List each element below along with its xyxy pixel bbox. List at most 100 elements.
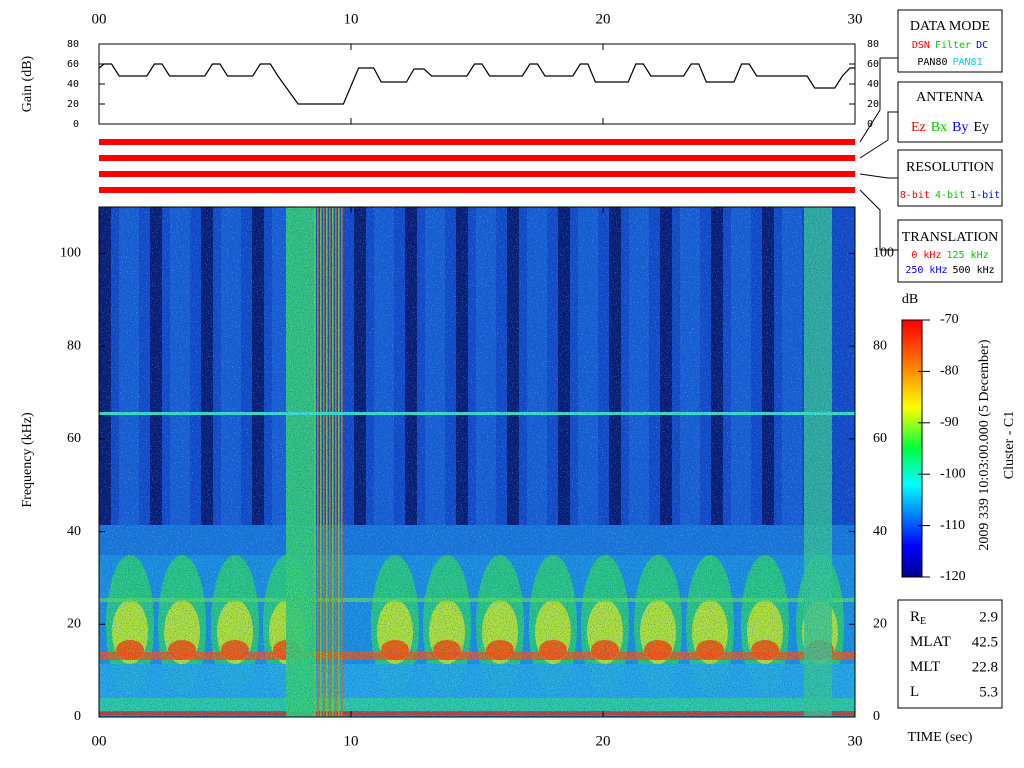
status-bar — [99, 139, 855, 145]
y-tick-label-right: 60 — [867, 59, 879, 70]
y-tick-label: 80 — [67, 338, 81, 353]
colorbar-label: dB — [902, 292, 918, 307]
y-tick-label-right: 80 — [867, 39, 879, 50]
legend-option: 8-bit — [900, 190, 930, 201]
legend-box-title: TRANSLATION — [902, 230, 998, 245]
ephemeris-subscript: E — [920, 616, 926, 627]
x-tick-label: 00 — [92, 733, 107, 749]
y-tick-label-right: 0 — [867, 119, 873, 130]
legend-box — [897, 219, 1003, 283]
colorbar-tick-label: -120 — [940, 569, 966, 584]
x-axis-label: TIME (sec) — [908, 730, 973, 745]
legend-option: Bx — [931, 120, 947, 135]
legend-row: Ez Bx By Ey — [911, 120, 989, 135]
y-tick-label: 40 — [67, 524, 81, 539]
y-tick-label: 60 — [67, 431, 81, 446]
leader-line — [859, 173, 898, 179]
colorbar-tick-label: -90 — [940, 415, 959, 430]
legend-option: DC — [976, 40, 988, 51]
legend-option: PAN80 — [917, 57, 947, 68]
y-tick-label: 80 — [67, 39, 79, 50]
legend-row: 250 kHz 500 kHz — [905, 265, 994, 276]
leader-line — [859, 189, 898, 251]
date-label: 2009 339 10:03:00.000 (5 December) — [977, 339, 992, 550]
plot-frame — [98, 43, 856, 125]
colorbar-tick-label: -100 — [940, 466, 966, 481]
legend-option: By — [952, 120, 968, 135]
x-tick-label: 20 — [596, 733, 611, 749]
status-bar — [99, 171, 855, 177]
legend-option: Ez — [911, 120, 926, 135]
x-tick-label: 00 — [92, 11, 107, 27]
y-tick-label-right: 0 — [873, 709, 880, 724]
spacecraft-label: Cluster - C1 — [1002, 411, 1017, 479]
spectrogram-image — [99, 207, 855, 717]
ephemeris-name: L — [910, 684, 919, 700]
y-tick-label: 20 — [67, 616, 81, 631]
x-tick-label: 20 — [596, 11, 611, 27]
y-tick-label-right: 40 — [867, 79, 879, 90]
ephemeris-value: 5.3 — [979, 684, 998, 700]
ephemeris-name: R — [910, 609, 920, 625]
legend-box-title: DATA MODE — [910, 19, 990, 34]
legend-option: 4-bit — [935, 190, 965, 201]
ephemeris-value: 2.9 — [979, 609, 998, 625]
ephemeris-value: 22.8 — [972, 659, 998, 675]
spectrogram-texture — [99, 207, 855, 717]
leader-lines — [859, 57, 898, 251]
legend-option: Filter — [935, 40, 971, 51]
ephemeris-box — [897, 599, 1003, 709]
legend-box — [897, 81, 1003, 143]
legend-option: 1-bit — [970, 190, 1000, 201]
status-bars — [99, 139, 855, 193]
legend-option: 125 kHz — [946, 250, 988, 261]
legend-option: DSN — [912, 40, 930, 51]
plot-frame — [98, 206, 856, 718]
y-tick-label-right: 80 — [873, 338, 887, 353]
gain-line — [98, 63, 855, 105]
y-tick-label-right: 40 — [873, 524, 887, 539]
y-tick-label-right: 20 — [867, 99, 879, 110]
legend-box-title: ANTENNA — [916, 90, 985, 105]
x-tick-label: 30 — [848, 733, 863, 749]
legend-option: PAN81 — [953, 57, 983, 68]
y-tick-label-right: 100 — [873, 246, 894, 261]
colorbar — [901, 319, 923, 578]
legend-row: 0 kHz 125 kHz — [911, 250, 988, 261]
legend-row: PAN80 PAN81 — [917, 57, 982, 68]
legend-box — [897, 9, 1003, 73]
ephemeris-name: MLAT — [910, 634, 951, 650]
ephemeris-label: RE — [910, 609, 926, 627]
y-axis-label: Gain (dB) — [20, 55, 35, 112]
ephemeris-label: MLAT — [910, 634, 951, 650]
y-tick-label-right: 60 — [873, 431, 887, 446]
status-bar — [99, 155, 855, 161]
legend-row: DSN Filter DC — [912, 40, 988, 51]
y-tick-label: 60 — [67, 59, 79, 70]
x-tick-label: 30 — [848, 11, 863, 27]
colorbar-tick-label: -80 — [940, 364, 959, 379]
y-tick-label: 100 — [60, 246, 81, 261]
legend-option: 250 kHz — [905, 265, 947, 276]
ephemeris-label: L — [910, 684, 919, 700]
ephemeris-name: MLT — [910, 659, 940, 675]
y-tick-label: 0 — [73, 119, 79, 130]
legend-option: Ey — [973, 120, 989, 135]
leader-line — [859, 57, 898, 143]
legend-box-title: RESOLUTION — [906, 160, 994, 175]
ephemeris-value: 42.5 — [972, 634, 998, 650]
y-tick-label: 40 — [67, 79, 79, 90]
y-tick-label-right: 20 — [873, 616, 887, 631]
x-tick-label: 10 — [344, 11, 359, 27]
legend-option: 0 kHz — [911, 250, 941, 261]
y-tick-label: 20 — [67, 99, 79, 110]
ephemeris-label: MLT — [910, 659, 940, 675]
legend-box — [897, 149, 1003, 207]
y-axis-label: Frequency (kHz) — [20, 412, 35, 508]
status-bar — [99, 187, 855, 193]
legend-option: 500 kHz — [953, 265, 995, 276]
colorbar-tick-label: -70 — [940, 312, 959, 327]
x-tick-label: 10 — [344, 733, 359, 749]
